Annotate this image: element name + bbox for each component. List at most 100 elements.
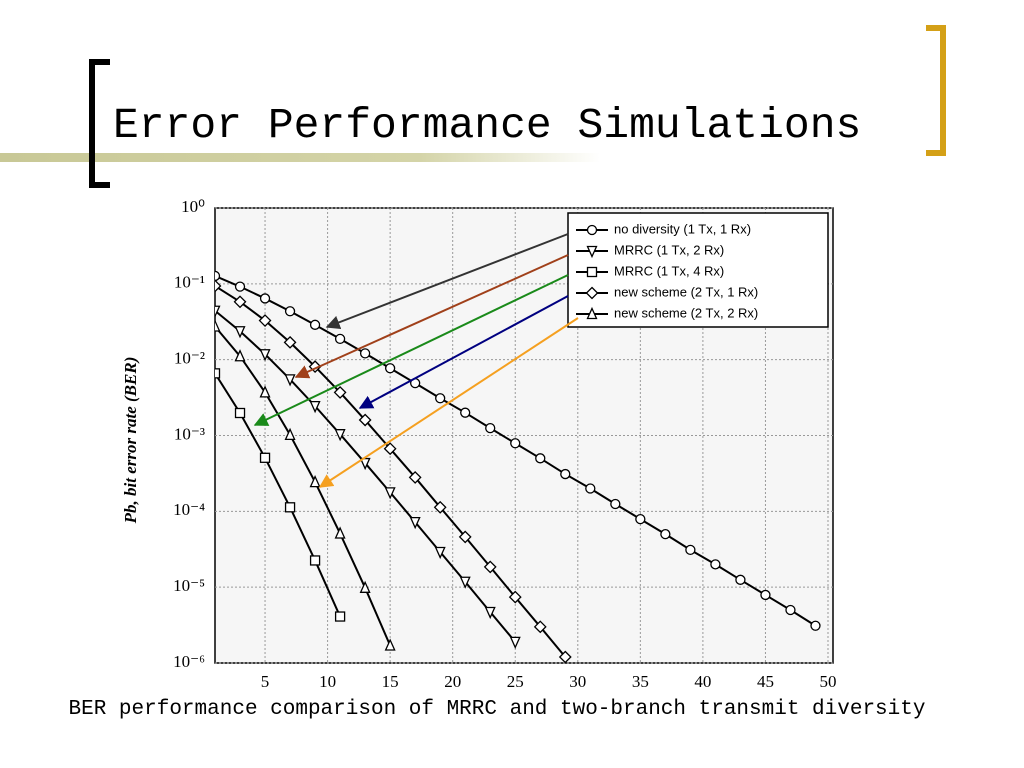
x-tick-label: 25 xyxy=(507,672,524,691)
marker xyxy=(484,606,496,620)
marker xyxy=(215,368,221,379)
marker xyxy=(334,429,346,442)
decor-bar xyxy=(0,153,600,162)
marker xyxy=(459,576,471,589)
marker xyxy=(383,442,397,456)
marker xyxy=(535,453,546,464)
marker xyxy=(309,400,321,414)
bracket-left xyxy=(89,59,110,188)
legend-label: new scheme (2 Tx, 1 Rx) xyxy=(614,284,758,299)
marker xyxy=(560,468,571,480)
marker xyxy=(533,620,547,634)
marker xyxy=(309,319,321,330)
marker xyxy=(458,530,472,544)
marker xyxy=(234,326,246,339)
y-axis-label: Pb, bit error rate (BER) xyxy=(121,357,140,525)
arrow xyxy=(294,254,569,379)
x-tick-label: 20 xyxy=(444,672,461,691)
x-tick-label: 30 xyxy=(569,672,586,691)
marker xyxy=(760,589,771,601)
marker xyxy=(215,279,222,293)
y-tick-label: 10⁻¹ xyxy=(174,273,205,292)
x-tick-label: 40 xyxy=(694,672,711,691)
marker xyxy=(508,590,522,604)
legend-box xyxy=(567,212,829,328)
slide-title: Error Performance Simulations xyxy=(113,101,861,150)
marker xyxy=(510,438,521,449)
y-tick-label: 10⁻² xyxy=(174,349,205,368)
marker xyxy=(284,502,296,513)
marker xyxy=(283,335,297,349)
x-tick-label: 45 xyxy=(757,672,774,691)
marker xyxy=(660,529,671,540)
caption: BER performance comparison of MRRC and t… xyxy=(69,698,926,721)
marker xyxy=(586,306,598,320)
marker xyxy=(585,483,596,494)
marker xyxy=(635,513,646,525)
marker xyxy=(309,475,321,488)
marker xyxy=(308,360,322,374)
marker xyxy=(215,319,221,332)
series-line xyxy=(215,325,392,646)
annotation-arrows xyxy=(253,233,579,488)
marker xyxy=(215,305,221,318)
marker xyxy=(284,427,296,440)
marker xyxy=(259,293,271,304)
marker xyxy=(710,559,721,570)
marker xyxy=(586,224,598,236)
marker xyxy=(215,270,221,282)
marker xyxy=(259,349,271,362)
y-tick-label: 10⁻⁶ xyxy=(173,652,205,671)
marker xyxy=(408,471,422,484)
marker xyxy=(433,500,447,514)
marker xyxy=(284,374,296,387)
marker xyxy=(309,555,321,566)
marker xyxy=(610,498,621,510)
marker xyxy=(685,544,696,556)
marker xyxy=(409,516,421,530)
marker xyxy=(384,638,396,651)
marker xyxy=(810,620,821,631)
bracket-right xyxy=(926,25,946,156)
marker xyxy=(435,393,446,404)
marker xyxy=(258,314,272,327)
arrow xyxy=(325,233,569,329)
marker xyxy=(358,413,372,427)
x-tick-label: 35 xyxy=(632,672,649,691)
series-line xyxy=(215,372,342,617)
marker xyxy=(233,295,247,309)
marker xyxy=(333,385,347,399)
x-tick-label: 15 xyxy=(382,672,399,691)
marker xyxy=(234,407,246,419)
arrow xyxy=(358,295,569,409)
y-tick-label: 10⁻³ xyxy=(174,424,205,443)
marker xyxy=(586,245,598,259)
marker xyxy=(586,266,598,278)
marker xyxy=(234,349,246,362)
marker xyxy=(334,611,346,622)
arrow xyxy=(253,274,569,426)
legend-label: no diversity (1 Tx, 1 Rx) xyxy=(614,221,751,236)
marker xyxy=(334,526,346,539)
marker xyxy=(384,363,396,374)
legend-label: MRRC (1 Tx, 2 Rx) xyxy=(614,242,724,257)
series-group xyxy=(215,270,821,663)
marker xyxy=(460,407,471,418)
marker xyxy=(785,604,796,616)
y-tick-label: 10⁻⁵ xyxy=(173,576,205,595)
marker xyxy=(334,333,346,345)
x-tick-label: 10 xyxy=(319,672,336,691)
x-tick-label: 5 xyxy=(261,672,270,691)
legend-label: MRRC (1 Tx, 4 Rx) xyxy=(614,263,724,278)
marker xyxy=(509,636,521,649)
marker xyxy=(585,286,599,300)
marker xyxy=(359,348,371,359)
legend-label: new scheme (2 Tx, 2 Rx) xyxy=(614,305,758,320)
arrow xyxy=(318,317,579,488)
marker xyxy=(359,580,371,593)
marker xyxy=(558,650,572,663)
y-tick-label: 10⁰ xyxy=(181,197,205,216)
marker xyxy=(259,452,271,463)
x-tick-label: 50 xyxy=(819,672,836,691)
